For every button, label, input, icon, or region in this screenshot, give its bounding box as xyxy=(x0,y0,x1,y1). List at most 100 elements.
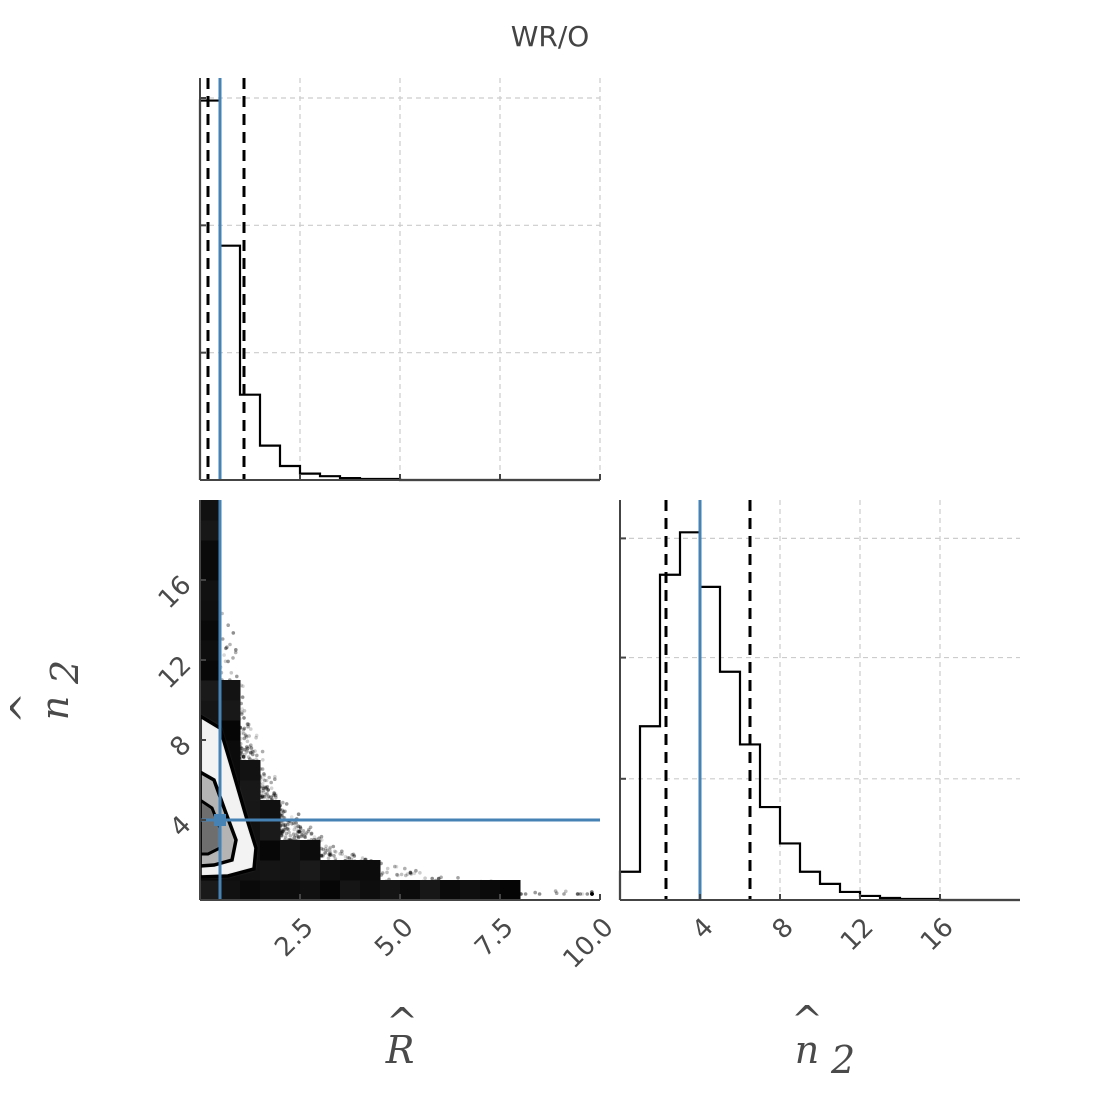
scatter-point xyxy=(590,892,594,896)
density-cell-dark xyxy=(380,880,401,900)
scatter-point xyxy=(272,791,276,795)
scatter-point xyxy=(254,735,258,740)
scatter-point xyxy=(352,854,357,858)
scatter-point xyxy=(590,892,594,896)
scatter-point xyxy=(301,831,306,836)
scatter-point xyxy=(590,892,594,896)
density-cell-dark xyxy=(200,640,221,661)
scatter-point xyxy=(328,849,332,853)
scatter-point xyxy=(297,829,302,834)
scatter-point xyxy=(294,821,298,825)
scatter-point xyxy=(290,822,294,826)
scatter-point xyxy=(590,892,594,896)
scatter-point xyxy=(298,830,302,834)
scatter-point xyxy=(272,792,277,796)
density-cell-dark xyxy=(260,800,281,821)
scatter-point xyxy=(404,873,408,878)
n2-histogram-steps xyxy=(618,531,1020,902)
scatter-point xyxy=(242,716,246,720)
scatter-point xyxy=(261,790,266,794)
scatter-point xyxy=(260,749,265,754)
scatter-point xyxy=(590,890,594,894)
density-cell-dark xyxy=(340,860,361,881)
scatter-point xyxy=(328,853,333,857)
density-cell-dark xyxy=(500,880,521,900)
scatter-point xyxy=(264,778,269,783)
scatter-point xyxy=(564,889,568,894)
scatter-point xyxy=(235,674,239,679)
scatter-point xyxy=(254,733,259,738)
n2-label-subscript: 2 xyxy=(830,1038,855,1082)
scatter-point xyxy=(297,835,301,839)
density-cell-dark xyxy=(400,880,421,900)
scatter-point xyxy=(266,794,271,799)
density-cell-dark xyxy=(200,600,221,621)
scatter-point xyxy=(590,892,594,896)
scatter-point xyxy=(234,648,238,652)
scatter-point xyxy=(273,793,278,798)
scatter-point xyxy=(263,795,267,799)
scatter-point xyxy=(261,786,266,791)
scatter-point xyxy=(293,824,298,829)
scatter-point xyxy=(319,834,324,839)
scatter-point xyxy=(282,828,286,832)
scatter-point xyxy=(553,889,558,893)
scatter-point xyxy=(240,707,244,711)
scatter-point xyxy=(554,891,559,895)
scatter-point xyxy=(296,836,301,840)
scatter-point xyxy=(268,795,272,800)
scatter-point xyxy=(242,731,246,736)
scatter-point xyxy=(430,876,435,881)
scatter-point xyxy=(590,892,594,896)
n2-label-text: n xyxy=(795,1028,819,1072)
scatter-point xyxy=(282,827,286,832)
scatter-point xyxy=(324,844,328,849)
density-cell-dark xyxy=(260,820,281,841)
r-histogram-panel xyxy=(198,78,601,482)
scatter-point xyxy=(280,830,284,834)
scatter-point xyxy=(281,800,285,805)
scatter-point xyxy=(306,829,311,834)
scatter-point xyxy=(291,821,296,825)
scatter-point xyxy=(260,781,265,786)
scatter-point xyxy=(222,653,226,657)
scatter-point xyxy=(312,835,317,839)
scatter-point xyxy=(280,812,284,816)
scatter-point xyxy=(240,712,244,716)
scatter-point xyxy=(394,864,399,869)
scatter-point xyxy=(283,825,288,829)
scatter-point xyxy=(274,795,278,800)
scatter-point xyxy=(260,786,265,790)
n2-quantile-lines xyxy=(664,500,752,900)
r-tick-labels: 2.5 5.0 7.5 10.0 xyxy=(269,912,619,974)
density-cell-dark xyxy=(220,720,241,741)
scatter-point xyxy=(436,877,441,881)
scatter-point xyxy=(287,830,291,835)
scatter-point xyxy=(242,736,247,741)
scatter-point xyxy=(403,866,407,871)
scatter-point xyxy=(385,870,389,875)
scatter-point xyxy=(296,824,301,828)
scatter-point xyxy=(323,847,328,851)
scatter-point xyxy=(263,778,267,783)
scatter-point xyxy=(396,873,400,878)
scatter-point xyxy=(303,835,308,840)
density-cell-dark xyxy=(320,860,341,881)
scatter-point xyxy=(280,808,285,813)
scatter-point xyxy=(395,872,399,877)
scatter-point xyxy=(408,870,413,875)
scatter-point xyxy=(249,743,253,747)
scatter-point xyxy=(296,812,301,816)
scatter-point xyxy=(300,833,304,837)
scatter-point xyxy=(269,795,273,799)
scatter-point xyxy=(267,775,272,780)
scatter-point xyxy=(249,727,253,731)
scatter-point xyxy=(280,828,285,832)
scatter-point xyxy=(360,856,365,860)
scatter-point xyxy=(265,791,269,796)
scatter-point xyxy=(321,854,325,858)
scatter-point xyxy=(323,851,328,855)
scatter-point xyxy=(308,825,313,830)
density-cell-dark xyxy=(300,860,321,881)
scatter-point xyxy=(343,854,348,859)
